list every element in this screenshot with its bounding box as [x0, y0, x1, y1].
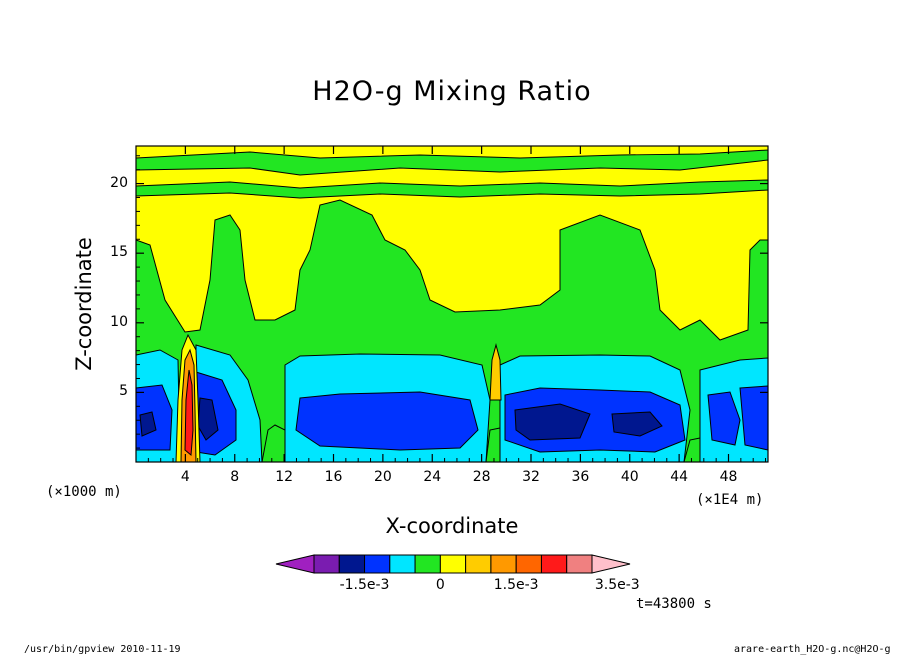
colorbar-cell [414, 554, 441, 574]
footer-right: arare-earth_H2O-g.nc@H2O-g [734, 644, 891, 655]
colorbar-min-arrow [275, 554, 315, 574]
x-tick-marks [147, 146, 767, 462]
colorbar-cell [540, 554, 568, 574]
x-tick-label: 48 [719, 469, 738, 485]
x-tick-label: 12 [275, 469, 294, 485]
x-tick-label: 4 [180, 469, 190, 485]
x-tick-label: 24 [423, 469, 442, 485]
x-axis-label: X-coordinate [385, 514, 519, 538]
y-tick-label: 15 [110, 244, 128, 261]
contour-field [136, 146, 768, 462]
x-unit-right: (×1E4 m) [696, 492, 764, 508]
colorbar-max-arrow [591, 554, 631, 574]
field-positive-red [184, 369, 194, 457]
colorbar-label: 0 [435, 577, 445, 593]
colorbar-cell [465, 554, 492, 574]
x-tick-label: 36 [571, 469, 590, 485]
colorbar-cell [313, 554, 340, 574]
field-yellow-top-strip [136, 146, 768, 159]
x-tick-label: 8 [230, 469, 240, 485]
x-tick-label: 40 [620, 469, 639, 485]
chart-title: H2O-g Mixing Ratio [312, 76, 592, 107]
colorbar-cell [364, 554, 391, 574]
colorbar-label: 1.5e-3 [493, 577, 539, 593]
colorbar-label: 3.5e-3 [594, 577, 640, 593]
y-tick-marks [136, 155, 768, 449]
x-tick-label: 16 [324, 469, 343, 485]
field-thin-yellow-28 [489, 343, 502, 401]
colorbar-cell [389, 554, 416, 574]
y-tick-label: 5 [119, 383, 128, 400]
footer-left: /usr/bin/gpview 2010-11-19 [24, 644, 181, 655]
plot-frame [135, 145, 769, 463]
colorbar-cell [338, 554, 366, 574]
colorbar [275, 554, 631, 574]
y-tick-label: 20 [110, 174, 128, 191]
x-tick-label: 28 [472, 469, 491, 485]
x-tick-label: 44 [670, 469, 689, 485]
y-tick-label: 10 [110, 313, 128, 330]
field-blue-cores [136, 371, 768, 456]
x-tick-label: 20 [373, 469, 392, 485]
field-surface-green [261, 424, 701, 462]
time-annotation: t=43800 s [636, 596, 712, 612]
colorbar-cell [566, 554, 593, 574]
x-unit-left: (×1000 m) [46, 484, 122, 500]
colorbar-cell [490, 554, 517, 574]
field-navy-cores [139, 397, 663, 441]
colorbar-label: -1.5e-3 [339, 577, 390, 593]
x-tick-label: 32 [522, 469, 540, 485]
colorbar-cell [515, 554, 542, 574]
field-yellow-upper [136, 159, 768, 341]
colorbar-cell [439, 554, 467, 574]
field-green-band [136, 179, 768, 199]
